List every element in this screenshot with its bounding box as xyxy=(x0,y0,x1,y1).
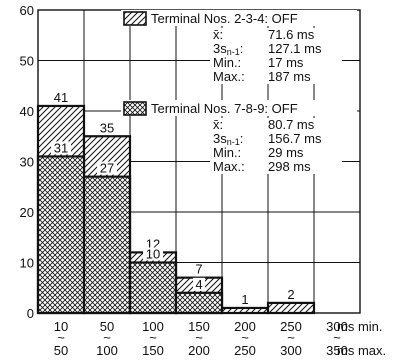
legend-stat-key: x̄: xyxy=(213,27,223,42)
x-tick-range-symbol: ~ xyxy=(57,330,65,345)
x-tick-max-label: 350 xyxy=(326,343,348,358)
legend-stat-key: 3sn-1: xyxy=(213,131,243,147)
data-label-series-1: 7 xyxy=(195,262,202,277)
x-tick-max-label: 100 xyxy=(96,343,118,358)
x-tick-min-label: 250 xyxy=(280,319,302,334)
x-unit-min-label: ms min. xyxy=(337,319,383,334)
y-tick-label: 50 xyxy=(20,54,34,69)
legend-stat-bg xyxy=(210,28,342,42)
legend-stat-key: Min.: xyxy=(213,55,241,70)
legend-swatch-series-2 xyxy=(123,101,147,116)
data-label-bg xyxy=(51,141,71,155)
x-tick-min-label: 200 xyxy=(234,319,256,334)
legend-stat-bg xyxy=(210,146,342,160)
x-tick-max-label: 300 xyxy=(280,343,302,358)
data-label-bg xyxy=(193,277,205,291)
legend-stat-value: 17 ms xyxy=(268,55,304,70)
bar-series-1 xyxy=(220,306,270,315)
y-tick-label: 0 xyxy=(27,306,34,321)
y-tick-label: 40 xyxy=(20,104,34,119)
x-tick-min-label: 50 xyxy=(100,319,114,334)
x-unit-max-label: ms max. xyxy=(337,343,386,358)
data-label-series-2: 27 xyxy=(100,161,114,176)
legend-stat-bg xyxy=(210,118,342,132)
data-label-series-2: 4 xyxy=(195,277,202,292)
legend-stat-value: 80.7 ms xyxy=(268,117,315,132)
legend-swatch-series-1 xyxy=(123,11,147,26)
y-tick-label: 20 xyxy=(20,205,34,220)
x-tick-min-label: 10 xyxy=(54,319,68,334)
x-tick-max-label: 150 xyxy=(142,343,164,358)
bar-series-2 xyxy=(36,155,86,315)
x-tick-min-label: 100 xyxy=(142,319,164,334)
legend-stat-value: 156.7 ms xyxy=(268,131,322,146)
bar-series-2 xyxy=(128,261,178,315)
data-label-series-1: 41 xyxy=(54,90,68,105)
data-label-series-1: 2 xyxy=(287,287,294,302)
legend-bg xyxy=(121,100,357,116)
legend-stat-value: 29 ms xyxy=(268,145,304,160)
legend-bg xyxy=(121,10,357,26)
x-tick-max-label: 250 xyxy=(234,343,256,358)
data-label-series-2: 31 xyxy=(54,140,68,155)
x-tick-min-label: 150 xyxy=(188,319,210,334)
legend-stat-key: Max.: xyxy=(213,159,245,174)
data-label-series-2: 10 xyxy=(146,247,160,262)
data-label-series-1: 1 xyxy=(241,292,248,307)
legend-stat-bg xyxy=(210,160,342,174)
legend-label-series-1: Terminal Nos. 2-3-4: OFF xyxy=(151,11,298,26)
bars xyxy=(36,104,316,315)
legend-label-series-2: Terminal Nos. 7-8-9: OFF xyxy=(151,101,298,116)
data-label-bg xyxy=(97,161,117,175)
y-tick-label: 30 xyxy=(20,155,34,170)
x-tick-range-symbol: ~ xyxy=(103,330,111,345)
legend-stat-key: x̄: xyxy=(213,117,223,132)
legend-stat-value: 127.1 ms xyxy=(268,41,322,56)
x-tick-range-symbol: ~ xyxy=(195,330,203,345)
bar-series-1 xyxy=(266,301,316,315)
legend-stat-bg xyxy=(210,132,342,146)
legend-stat-key: Max.: xyxy=(213,69,245,84)
legend-stat-bg xyxy=(210,56,342,70)
bar-series-2 xyxy=(174,291,224,315)
y-tick-label: 10 xyxy=(20,256,34,271)
legend-stat-bg xyxy=(210,42,342,56)
y-tick-label: 60 xyxy=(20,3,34,18)
legend-stat-value: 298 ms xyxy=(268,159,311,174)
legend-stat-bg xyxy=(210,70,342,84)
legend-stat-key: Min.: xyxy=(213,145,241,160)
bar-series-2 xyxy=(82,175,132,315)
x-tick-max-label: 50 xyxy=(54,343,68,358)
axes: 010203040506010~5050~100100~150150~20020… xyxy=(20,3,387,358)
x-tick-min-label: 300 xyxy=(326,319,348,334)
x-tick-range-symbol: ~ xyxy=(287,330,295,345)
legend-stat-value: 187 ms xyxy=(268,69,311,84)
legend-stat-key: 3sn-1: xyxy=(213,41,243,57)
data-label-series-1: 35 xyxy=(100,120,114,135)
data-label-bg xyxy=(143,247,163,261)
legend-stat-value: 71.6 ms xyxy=(268,27,315,42)
x-tick-range-symbol: ~ xyxy=(241,330,249,345)
x-tick-range-symbol: ~ xyxy=(149,330,157,345)
x-tick-range-symbol: ~ xyxy=(333,330,341,345)
x-tick-max-label: 200 xyxy=(188,343,210,358)
